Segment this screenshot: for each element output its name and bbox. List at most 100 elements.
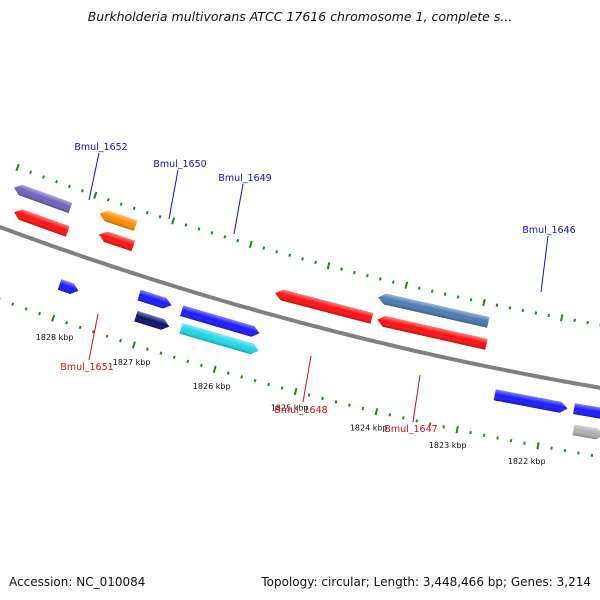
scale-tick-layer: 1828 kbp 1827 kbp 1826 kbp 1825 kbp 1824 kbp… xyxy=(0,163,600,466)
minor-tick xyxy=(236,238,240,243)
minor-tick xyxy=(495,303,499,307)
minor-tick xyxy=(29,170,33,175)
gene-arrow-shading xyxy=(14,209,70,237)
major-tick xyxy=(482,298,486,307)
major-tick xyxy=(326,262,331,270)
gene-arrow-shading xyxy=(99,231,136,252)
gene-layer xyxy=(12,182,600,440)
gene-arrow-shading xyxy=(493,389,568,413)
minor-tick xyxy=(80,189,84,193)
minor-tick xyxy=(223,235,227,239)
gene-label-leader xyxy=(233,183,244,235)
minor-tick xyxy=(590,453,594,457)
gene-label-leader xyxy=(88,152,100,201)
minor-tick xyxy=(301,257,304,261)
gene-arrow[interactable] xyxy=(12,207,70,237)
map-title: Burkholderia multivorans ATCC 17616 chro… xyxy=(87,9,513,24)
gene-arrow-shading xyxy=(137,289,172,309)
minor-tick xyxy=(158,215,162,219)
scale-tick-label: 1822 kbp xyxy=(508,457,546,466)
minor-tick xyxy=(267,382,270,387)
scale-tick-label: 1828 kbp xyxy=(36,333,74,342)
minor-tick xyxy=(348,403,351,407)
scale-tick-label: 1827 kbp xyxy=(113,358,151,367)
minor-tick xyxy=(132,206,136,211)
gene-arrow[interactable] xyxy=(493,389,569,414)
gene-arrow-shading xyxy=(99,210,138,231)
minor-tick xyxy=(442,425,445,429)
gene-label[interactable]: Bmul_1648 xyxy=(274,405,327,416)
minor-tick xyxy=(197,227,201,231)
major-tick xyxy=(404,281,409,289)
minor-tick xyxy=(226,371,230,375)
gene-arrow[interactable] xyxy=(179,323,260,356)
minor-tick xyxy=(42,175,45,179)
minor-tick xyxy=(321,396,324,401)
gene-arrow[interactable] xyxy=(573,403,600,420)
gene-arrow[interactable] xyxy=(376,314,488,350)
minor-tick xyxy=(430,289,434,293)
minor-tick xyxy=(119,338,122,343)
gene-arrow[interactable] xyxy=(377,292,490,328)
gene-arrow[interactable] xyxy=(180,305,261,338)
gene-arrow-shading xyxy=(57,279,79,294)
gene-label-leader xyxy=(540,235,549,293)
minor-tick xyxy=(38,311,42,316)
gene-arrow[interactable] xyxy=(274,288,374,324)
gene-arrow-shading xyxy=(275,289,374,324)
gene-arrow[interactable] xyxy=(98,208,138,231)
minor-tick xyxy=(521,308,525,313)
minor-tick xyxy=(443,292,447,296)
minor-tick xyxy=(106,197,110,202)
major-tick xyxy=(93,191,98,199)
gene-arrow[interactable] xyxy=(97,229,136,252)
gene-arrow[interactable] xyxy=(57,279,80,296)
minor-tick xyxy=(496,436,499,440)
minor-tick xyxy=(184,223,188,227)
gene-label[interactable]: Bmul_1651 xyxy=(60,362,113,373)
minor-tick xyxy=(262,246,266,250)
major-tick xyxy=(455,426,459,434)
minor-tick xyxy=(334,400,338,404)
major-tick xyxy=(15,163,20,172)
major-tick xyxy=(51,314,56,322)
chromosome-backbone xyxy=(0,224,600,390)
minor-tick xyxy=(534,311,538,315)
minor-tick xyxy=(391,280,395,284)
minor-tick xyxy=(0,297,1,301)
minor-tick xyxy=(415,419,419,423)
major-tick xyxy=(560,314,564,322)
minor-tick xyxy=(172,355,176,360)
minor-tick xyxy=(378,277,382,281)
scale-tick-label: 1826 kbp xyxy=(193,382,231,391)
gene-label[interactable]: Bmul_1650 xyxy=(153,159,206,170)
minor-tick xyxy=(428,422,432,426)
gene-arrow[interactable] xyxy=(572,424,600,440)
minor-tick xyxy=(508,306,512,310)
gene-label[interactable]: Bmul_1646 xyxy=(522,225,575,236)
minor-tick xyxy=(573,318,576,322)
minor-tick xyxy=(240,375,244,379)
gene-arrow-shading xyxy=(179,323,259,355)
minor-tick xyxy=(119,202,123,206)
gene-arrow-shading xyxy=(378,293,490,328)
gene-arrow[interactable] xyxy=(12,182,73,214)
minor-tick xyxy=(65,321,69,325)
minor-tick xyxy=(24,307,28,311)
gene-label[interactable]: Bmul_1649 xyxy=(218,173,271,184)
gene-arrow[interactable] xyxy=(137,289,173,311)
minor-tick xyxy=(253,378,257,383)
minor-tick xyxy=(563,448,567,453)
minor-tick xyxy=(55,179,58,184)
minor-tick xyxy=(456,295,460,299)
gene-arrow-shading xyxy=(572,424,600,440)
minor-tick xyxy=(145,210,149,215)
gene-label[interactable]: Bmul_1652 xyxy=(74,142,127,153)
gene-arrow[interactable] xyxy=(134,310,171,332)
gene-arrow-shading xyxy=(134,310,170,330)
minor-tick xyxy=(469,430,472,435)
minor-tick xyxy=(78,325,82,330)
gene-label[interactable]: Bmul_1647 xyxy=(384,424,437,435)
